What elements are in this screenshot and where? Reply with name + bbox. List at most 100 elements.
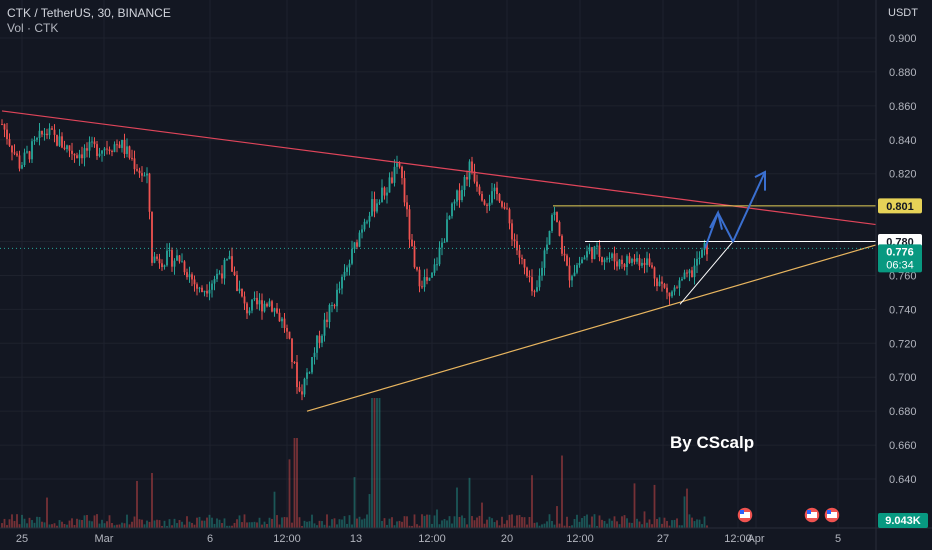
volume-bar [548,514,551,528]
volume-bar [56,525,58,528]
time-tick-label: Mar [95,533,114,545]
candle-body [436,264,438,266]
flag-stripe [807,512,817,518]
volume-bar [381,520,383,528]
candle-body [511,223,513,240]
candle-body [646,258,648,266]
volume-bar [306,521,308,528]
volume-bar [653,484,656,528]
candle-body [91,141,93,143]
candle-body [673,287,676,292]
volume-bar [498,525,501,528]
candle-body [518,250,521,258]
candle-body [333,304,336,307]
price-tick-label: 0.840 [889,135,917,147]
candle-body [173,260,176,267]
volume-bar [668,525,671,528]
candle-body [101,150,103,154]
candle-body [151,211,153,263]
volume-bar [216,518,218,528]
candle-body [686,272,688,274]
time-tick-label: 27 [657,533,669,545]
us-event-flag-icon [823,506,841,524]
volume-bar [691,517,693,528]
candle-body [468,161,471,180]
candle-body [88,141,91,151]
price-tick-label: 0.900 [889,33,917,45]
candle-body [221,273,223,279]
volume-bar [38,517,41,528]
flag-canton [827,510,831,514]
volume-bar [371,398,373,528]
volume-bar [553,524,556,528]
candle-body [21,165,23,169]
candle-body [496,187,498,195]
volume-bar [603,521,606,528]
volume-bar [146,520,148,528]
volume-bar [388,518,391,528]
candle-body [598,245,601,257]
volume-bar [236,519,238,528]
candle-body [306,372,308,379]
us-event-flag-icon [736,506,754,524]
flag-stripe [740,512,750,518]
volume-bar [188,521,191,528]
volume-bar [526,524,528,528]
volume-bar [613,516,616,528]
time-tick-label: 20 [501,533,513,545]
candle-body [286,327,288,332]
volume-bar [208,514,211,528]
candle-body [268,301,271,307]
candle-body [648,258,651,266]
currency-label[interactable]: USDT [888,7,918,19]
volume-bar [421,514,423,528]
candle-body [433,264,436,273]
candle-body [168,250,171,252]
volume-bar [398,520,401,528]
volume-bar [148,521,151,528]
volume-bar [223,518,226,528]
volume-bar [501,516,503,528]
volume-bar [11,514,13,528]
volume-bar [176,523,178,528]
volume-bar [693,521,696,528]
candle-body [693,265,696,278]
volume-bar [401,521,403,528]
volume-bar [263,521,266,528]
volume-bar [383,518,386,528]
candle-body [148,173,151,212]
volume-bar [523,517,526,528]
badge-level-801: 0.801 [878,198,922,214]
candle-body [96,144,98,156]
volume-bar [366,514,368,528]
candle-body [308,372,311,374]
price-tick-label: 0.760 [889,270,917,282]
volume-bar [3,518,6,528]
candle-body [573,272,576,277]
volume-bar [493,522,496,528]
volume-bar [363,518,366,528]
candle-body [543,250,546,268]
volume-bar [81,520,83,528]
candle-body [33,139,36,142]
symbol-title[interactable]: CTK / TetherUS, 30, BINANCE [7,6,171,20]
candle-body [556,212,558,223]
volume-bar [196,517,198,528]
candle-body [668,292,671,297]
volume-bar [86,515,88,528]
candle-body [528,275,531,278]
volume-bar [33,522,36,528]
candle-body [683,272,686,279]
candle-body [443,241,446,243]
candle-body [601,256,603,263]
volume-bar [666,520,668,528]
candle-body [563,253,566,256]
candle-body [558,222,561,236]
volume-bar [193,524,196,528]
volume-bar [513,525,516,528]
volume-label[interactable]: Vol · CTK [7,21,59,35]
volume-bar [408,525,411,528]
volume-bar [58,520,61,528]
volume-bar [61,521,63,528]
